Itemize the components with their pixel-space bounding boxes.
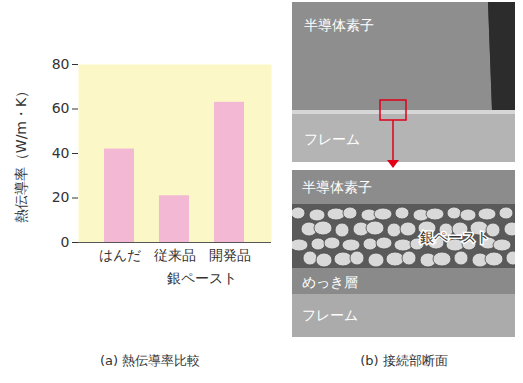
svg-text:20: 20 <box>52 189 70 205</box>
html-text:(a) 熱伝導率比較: (a) 熱伝導率比較 <box>99 353 201 368</box>
svg-text:40: 40 <box>52 145 70 161</box>
svg-text:開発品: 開発品 <box>209 247 251 263</box>
svg-text:0: 0 <box>61 234 70 250</box>
svg-text:60: 60 <box>52 100 70 116</box>
svg-text:めっき層: めっき層 <box>302 274 358 290</box>
svg-text:銀ペースト: 銀ペースト <box>420 229 490 245</box>
html-text:(b) 接続部断面: (b) 接続部断面 <box>360 353 448 368</box>
svg-text:80: 80 <box>52 56 70 72</box>
svg-text:半導体素子: 半導体素子 <box>304 17 374 33</box>
svg-text:フレーム: フレーム <box>302 307 358 323</box>
html-text:銀ペースト: 銀ペースト <box>167 270 238 286</box>
svg-text:半導体素子: 半導体素子 <box>302 179 372 195</box>
svg-text:はんだ: はんだ <box>99 247 141 263</box>
svg-text:フレーム: フレーム <box>304 131 360 147</box>
svg-text:熱伝導率（W/m・K）: 熱伝導率（W/m・K） <box>13 84 29 223</box>
svg-text:従来品: 従来品 <box>154 247 196 263</box>
